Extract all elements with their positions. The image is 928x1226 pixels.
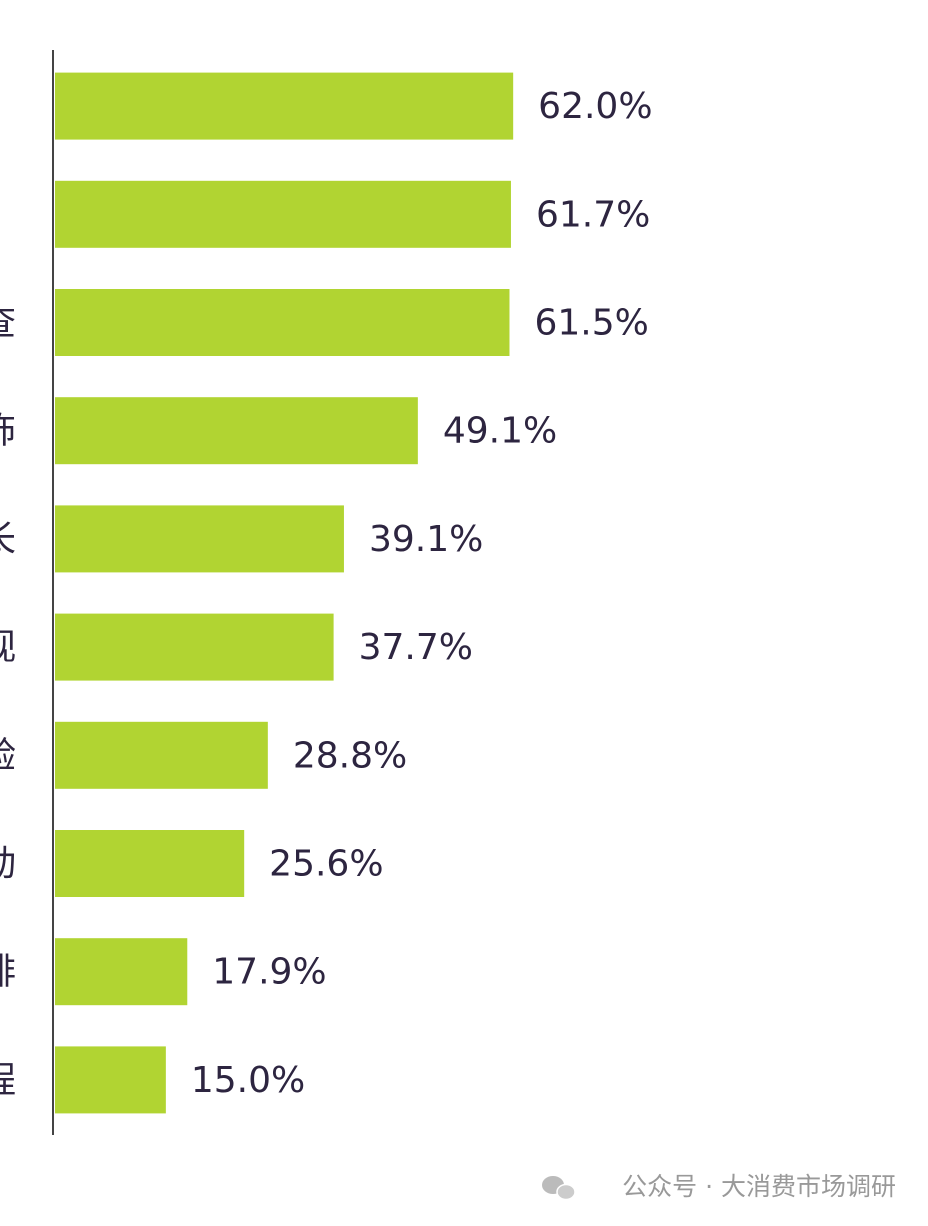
watermark: 公众号 · 大消费市场调研 xyxy=(622,1172,896,1201)
y-tick-label: 查 xyxy=(0,303,16,344)
value-label: 61.5% xyxy=(534,303,648,344)
y-tick-label: 饰 xyxy=(0,411,16,452)
bar xyxy=(55,397,418,465)
bar xyxy=(55,72,514,140)
y-tick-label: 排 xyxy=(0,952,16,993)
y-tick-label: 视 xyxy=(0,627,16,668)
bar xyxy=(55,830,245,897)
y-tick-label: 验 xyxy=(0,735,16,776)
value-label: 15.0% xyxy=(191,1060,305,1101)
bar xyxy=(55,289,510,356)
y-tick-label: 动 xyxy=(0,844,16,885)
value-label: 17.9% xyxy=(212,952,326,993)
y-tick-label: 程 xyxy=(0,1060,16,1101)
bar xyxy=(55,180,511,248)
y-tick-label: 长 xyxy=(0,519,16,560)
bar xyxy=(55,613,334,681)
value-label: 39.1% xyxy=(369,519,483,560)
bar xyxy=(55,938,188,1006)
bar xyxy=(55,721,268,789)
watermark-icon xyxy=(542,1176,576,1201)
bar xyxy=(55,1046,166,1114)
value-label: 25.6% xyxy=(269,844,383,885)
value-label: 37.7% xyxy=(359,627,473,668)
value-label: 49.1% xyxy=(443,411,557,452)
bar xyxy=(55,505,344,573)
value-label: 28.8% xyxy=(293,735,407,776)
value-label: 61.7% xyxy=(536,194,650,235)
value-label: 62.0% xyxy=(538,86,652,127)
